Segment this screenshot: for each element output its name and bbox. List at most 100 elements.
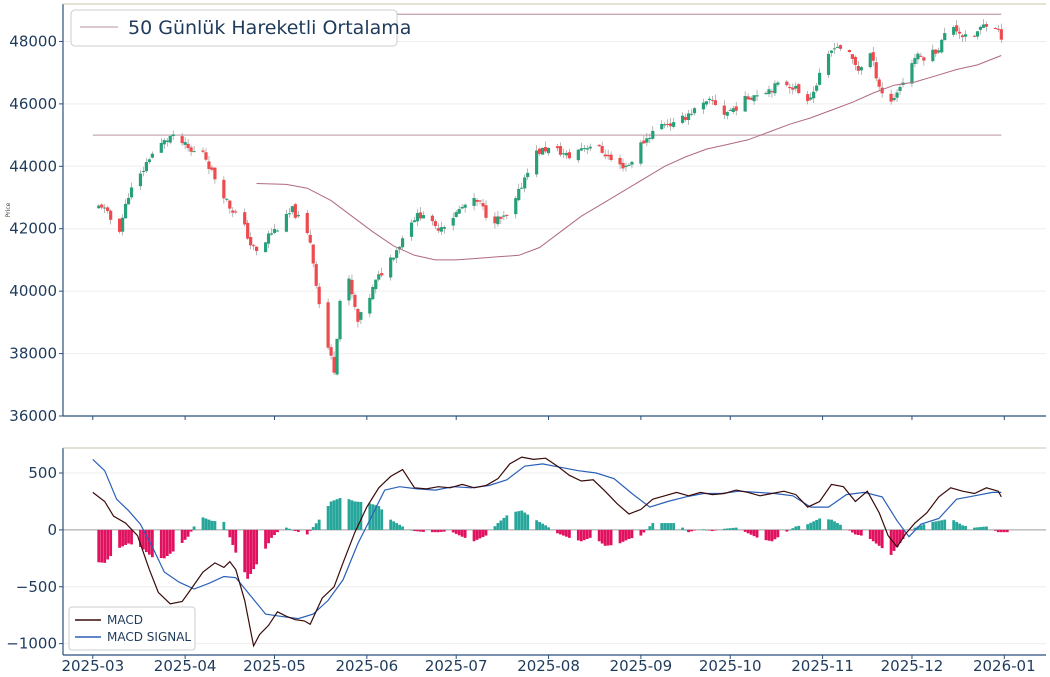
- candle-down: [567, 152, 571, 159]
- candle-up: [651, 130, 655, 139]
- candle-down: [350, 279, 354, 295]
- candle-down: [999, 29, 1003, 40]
- macd-histogram-bar: [734, 527, 738, 530]
- candle-down: [308, 234, 312, 243]
- candle-up: [335, 338, 339, 375]
- x-tick-label: 2025-06: [335, 657, 398, 675]
- candle-up: [147, 159, 151, 163]
- macd-line: [92, 456, 1002, 648]
- candle-down: [558, 146, 563, 155]
- macd-histogram-bar: [436, 529, 440, 533]
- macd-histogram-bar: [889, 529, 893, 555]
- candle-up: [576, 149, 580, 161]
- macd-histogram-bar: [999, 529, 1003, 533]
- macd-histogram-bar: [225, 529, 229, 531]
- candle-up: [937, 50, 941, 53]
- macd-histogram-bar: [976, 527, 979, 530]
- price-candles: [97, 19, 1003, 376]
- macd-histogram-bar: [186, 529, 190, 537]
- candle-up: [296, 214, 300, 217]
- macd-histogram-bar: [165, 529, 169, 557]
- candle-up: [165, 140, 169, 142]
- macd-histogram-bar: [168, 529, 172, 554]
- candle-down: [201, 150, 205, 152]
- candle-up: [627, 164, 631, 166]
- candle-up: [454, 212, 458, 218]
- candle-down: [246, 222, 250, 239]
- candle-down: [326, 302, 330, 348]
- macd-histogram-bar: [317, 519, 321, 530]
- macd-histogram-bar: [565, 529, 568, 537]
- candle-down: [993, 28, 997, 30]
- price-y-tick-label: 40000: [9, 282, 57, 300]
- candle-up: [409, 222, 414, 237]
- candle-down: [100, 204, 104, 208]
- macd-histogram-bar: [535, 520, 539, 530]
- candle-up: [168, 136, 172, 143]
- candle-down: [838, 45, 843, 49]
- candle-up: [395, 250, 399, 258]
- macd-histogram-bar: [585, 529, 589, 539]
- macd-histogram-bar: [410, 529, 413, 531]
- candle-up: [832, 48, 837, 50]
- candle-down: [856, 65, 860, 71]
- macd-histogram-bar: [898, 529, 902, 543]
- macd-histogram-bar: [922, 524, 926, 530]
- macd-histogram-bar: [401, 526, 404, 530]
- candle-up: [284, 213, 289, 232]
- macd-histogram-bar: [913, 527, 917, 530]
- candle-up: [126, 197, 131, 205]
- macd-histogram-bar: [562, 529, 565, 536]
- macd-histogram-bar: [830, 519, 833, 530]
- macd-histogram-bar: [582, 529, 586, 541]
- macd-histogram-bar: [517, 511, 521, 530]
- candle-up: [412, 220, 417, 223]
- macd-histogram-bar: [276, 529, 279, 533]
- macd-histogram-bar: [687, 529, 690, 533]
- macd-histogram-bar: [797, 525, 801, 530]
- macd-histogram-bar: [859, 529, 863, 536]
- macd-histogram-bar: [314, 523, 318, 530]
- macd-histogram-bar: [755, 529, 759, 538]
- candle-down: [317, 286, 321, 305]
- macd-histogram-bar: [919, 525, 923, 530]
- macd-histogram-bar: [335, 499, 339, 530]
- candle-down: [210, 167, 214, 170]
- macd-histogram-bar: [249, 529, 253, 574]
- macd-histogram-bar: [597, 529, 601, 542]
- price-axis-label: Price: [5, 202, 12, 217]
- macd-histogram-bar: [338, 498, 342, 530]
- macd-histogram-bar: [293, 529, 297, 532]
- candle-up: [868, 53, 872, 68]
- candle-up: [898, 86, 902, 91]
- macd-histogram-bar: [892, 529, 896, 551]
- candle-down: [117, 218, 122, 232]
- macd-histogram-bar: [463, 529, 467, 538]
- macd-histogram-bar: [544, 525, 547, 530]
- candle-up: [582, 148, 586, 150]
- candle-up: [496, 216, 500, 225]
- candle-up: [141, 171, 146, 173]
- candle-up: [704, 101, 709, 105]
- x-tick-label: 2025-08: [517, 657, 580, 675]
- candle-down: [475, 199, 479, 202]
- candle-down: [871, 52, 875, 61]
- candle-up: [546, 148, 551, 154]
- macd-histogram-bar: [961, 525, 964, 530]
- macd-histogram: [97, 498, 1009, 579]
- macd-histogram-bar: [231, 529, 235, 545]
- macd-histogram-bar: [350, 500, 354, 530]
- macd-y-tick-label: 500: [28, 464, 57, 482]
- macd-histogram-bar: [329, 501, 333, 530]
- macd-histogram-bar: [627, 529, 631, 539]
- candle-down: [955, 25, 959, 32]
- candle-down: [311, 244, 315, 264]
- candle-down: [791, 87, 795, 90]
- candle-up: [773, 83, 777, 94]
- macd-histogram-bar: [368, 503, 372, 530]
- macd-histogram-bar: [481, 529, 485, 537]
- candle-up: [144, 162, 149, 172]
- candle-up: [818, 72, 822, 85]
- macd-histogram-bar: [442, 529, 446, 532]
- macd-y-tick-label: −1000: [6, 635, 57, 653]
